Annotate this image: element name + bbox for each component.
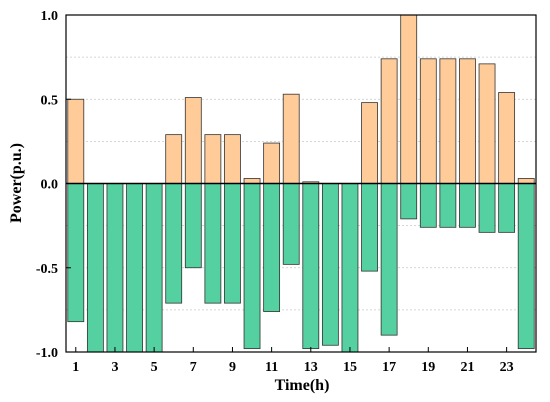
negative-bar bbox=[184, 183, 202, 269]
positive-bar bbox=[263, 142, 281, 184]
positive-bar bbox=[224, 134, 241, 184]
y-tick-label: 1.0 bbox=[41, 9, 59, 24]
y-tick-label: -0.5 bbox=[36, 262, 58, 277]
negative-bar bbox=[204, 183, 222, 304]
negative-bar bbox=[380, 183, 398, 336]
negative-bar bbox=[459, 183, 476, 228]
positive-bar bbox=[204, 134, 222, 184]
x-tick-label: 23 bbox=[500, 360, 514, 375]
negative-bar bbox=[67, 183, 85, 323]
positive-bar bbox=[67, 98, 85, 184]
negative-bar bbox=[439, 183, 457, 228]
negative-bar bbox=[517, 183, 535, 350]
positive-bar bbox=[439, 58, 457, 184]
x-tick-label: 1 bbox=[72, 360, 79, 375]
x-tick-label: 5 bbox=[151, 360, 158, 375]
x-axis-label: Time(h) bbox=[275, 377, 330, 394]
positive-bar bbox=[361, 102, 378, 184]
x-tick-label: 17 bbox=[382, 360, 396, 375]
negative-bar bbox=[165, 183, 183, 304]
x-tick-label: 7 bbox=[190, 360, 197, 375]
positive-bar bbox=[400, 14, 418, 184]
positive-bar bbox=[498, 92, 516, 184]
x-tick-label: 13 bbox=[304, 360, 318, 375]
y-tick-label: 0.0 bbox=[41, 178, 59, 193]
negative-bar bbox=[243, 183, 261, 350]
negative-bar bbox=[341, 183, 359, 353]
positive-bar bbox=[380, 58, 398, 184]
negative-bar bbox=[263, 183, 281, 312]
negative-bar bbox=[126, 183, 143, 353]
negative-bar bbox=[224, 183, 241, 304]
positive-bar bbox=[165, 134, 183, 184]
negative-bar bbox=[400, 183, 418, 220]
negative-bar bbox=[498, 183, 516, 233]
x-tick-label: 15 bbox=[343, 360, 357, 375]
positive-bar bbox=[419, 58, 437, 184]
y-axis-label: Power(p.u.) bbox=[8, 143, 25, 223]
negative-bar bbox=[282, 183, 300, 265]
x-tick-label: 3 bbox=[111, 360, 118, 375]
y-tick-label: 0.5 bbox=[41, 93, 59, 108]
positive-bar bbox=[282, 93, 300, 184]
tick-labels: -1.0-0.50.00.51.01 3 5 7 9 11 13 15 17 19 21 23 bbox=[36, 9, 514, 375]
positive-bar bbox=[184, 97, 202, 184]
x-tick-label: 19 bbox=[421, 360, 435, 375]
x-tick-label: 9 bbox=[229, 360, 236, 375]
negative-bar bbox=[302, 183, 320, 350]
negative-bar bbox=[106, 183, 124, 353]
positive-bar bbox=[459, 58, 476, 184]
negative-bar bbox=[86, 183, 104, 353]
bars bbox=[67, 14, 535, 353]
positive-bar bbox=[478, 63, 496, 184]
negative-bar bbox=[419, 183, 437, 228]
negative-bar bbox=[321, 183, 339, 346]
y-tick-label: -1.0 bbox=[36, 346, 58, 361]
negative-bar bbox=[361, 183, 378, 272]
x-tick-label: 11 bbox=[265, 360, 278, 375]
negative-bar bbox=[478, 183, 496, 233]
negative-bar bbox=[145, 183, 163, 353]
x-tick-label: 21 bbox=[460, 360, 474, 375]
